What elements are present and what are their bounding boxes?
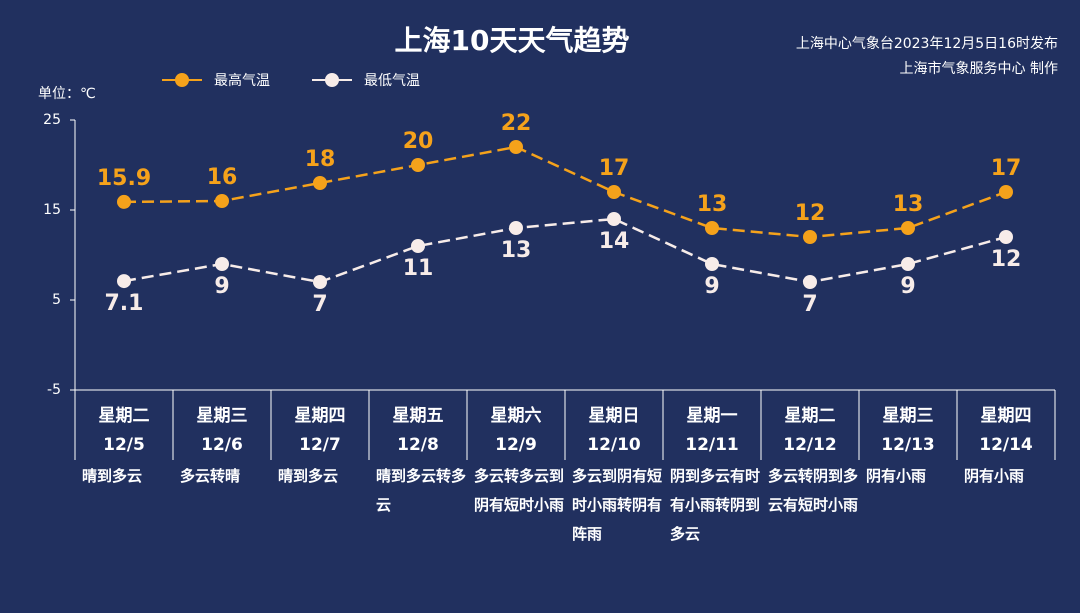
weekday-label: 星期六 bbox=[491, 405, 542, 426]
point bbox=[117, 274, 131, 289]
weather-text: 阴有小雨 bbox=[964, 467, 1025, 485]
weekday-label: 星期日 bbox=[589, 406, 640, 426]
data-label: 7.1 bbox=[105, 291, 144, 316]
y-tick-label: -5 bbox=[47, 382, 61, 398]
y-tick-label: 15 bbox=[43, 202, 61, 218]
data-label: 9 bbox=[704, 274, 719, 299]
series-line bbox=[123, 145, 1007, 239]
weather-text: 阴到多云有时有小雨转阴到多云 bbox=[670, 467, 761, 543]
x-tick-label: 12/10 bbox=[587, 435, 641, 455]
point bbox=[411, 239, 425, 253]
data-label: 7 bbox=[802, 292, 817, 317]
weekday-label: 星期四 bbox=[295, 406, 346, 426]
data-label: 16 bbox=[207, 165, 238, 190]
point bbox=[803, 275, 817, 289]
point bbox=[509, 140, 523, 154]
weather-text: 阴有小雨 bbox=[866, 467, 927, 485]
x-tick-label: 12/13 bbox=[881, 435, 935, 455]
weather-text: 晴到多云转多云 bbox=[376, 467, 467, 514]
y-tick-label: 5 bbox=[52, 292, 61, 308]
weather-text: 晴到多云 bbox=[82, 467, 143, 485]
data-label: 17 bbox=[599, 156, 630, 181]
weather-text: 多云到阴有短时小雨转阴有阵雨 bbox=[572, 467, 663, 543]
x-tick-label: 12/14 bbox=[979, 435, 1033, 455]
weekday-label: 星期五 bbox=[393, 406, 444, 426]
point bbox=[999, 185, 1013, 199]
weekday-label: 星期一 bbox=[687, 406, 738, 426]
point bbox=[313, 176, 327, 190]
note: 上海市气象服务中心 制作 bbox=[900, 60, 1058, 77]
legend-label: 最低气温 bbox=[364, 73, 420, 89]
weekday-label: 星期二 bbox=[99, 406, 150, 426]
weather-text: 多云转晴 bbox=[180, 467, 241, 485]
weather-text: 多云转阴到多云有短时小雨 bbox=[768, 467, 859, 514]
point bbox=[215, 194, 229, 208]
data-label: 18 bbox=[305, 147, 336, 172]
data-label: 22 bbox=[501, 111, 532, 136]
point bbox=[313, 275, 327, 289]
y-axis-label: 单位：℃ bbox=[38, 86, 96, 102]
point bbox=[705, 221, 719, 235]
weekday-label: 星期二 bbox=[785, 406, 836, 426]
series-line bbox=[123, 217, 1007, 284]
x-tick-label: 12/8 bbox=[397, 435, 439, 455]
data-label: 9 bbox=[900, 274, 915, 299]
data-label: 9 bbox=[214, 274, 229, 299]
data-label: 20 bbox=[403, 129, 434, 154]
x-tick-label: 12/5 bbox=[103, 435, 145, 455]
note: 上海中心气象台2023年12月5日16时发布 bbox=[796, 36, 1058, 52]
weather-text: 晴到多云 bbox=[278, 467, 339, 485]
legend-marker bbox=[325, 73, 339, 87]
weekday-label: 星期四 bbox=[981, 406, 1032, 426]
x-tick-label: 12/9 bbox=[495, 435, 537, 455]
data-label: 12 bbox=[991, 247, 1022, 272]
x-tick-label: 12/11 bbox=[685, 435, 739, 455]
data-label: 13 bbox=[893, 192, 924, 217]
data-label: 7 bbox=[312, 292, 327, 317]
point bbox=[999, 230, 1013, 244]
x-tick-label: 12/7 bbox=[299, 435, 341, 455]
point bbox=[607, 212, 621, 226]
x-tick-label: 12/6 bbox=[201, 435, 243, 455]
point bbox=[215, 257, 229, 271]
data-label: 12 bbox=[795, 201, 826, 226]
weekday-label: 星期三 bbox=[883, 406, 934, 426]
point bbox=[901, 221, 915, 235]
point bbox=[803, 230, 817, 244]
point bbox=[705, 257, 719, 271]
point bbox=[901, 257, 915, 271]
point bbox=[411, 158, 425, 172]
weather-text: 多云转多云到阴有短时小雨 bbox=[474, 467, 565, 514]
point bbox=[607, 185, 621, 199]
data-label: 17 bbox=[991, 156, 1022, 181]
data-label: 13 bbox=[501, 238, 532, 263]
x-tick-label: 12/12 bbox=[783, 435, 837, 455]
y-tick-label: 25 bbox=[43, 112, 61, 128]
legend-label: 最高气温 bbox=[214, 72, 270, 89]
weekday-label: 星期三 bbox=[197, 406, 248, 426]
data-label: 11 bbox=[403, 256, 434, 281]
legend-marker bbox=[175, 73, 189, 87]
point bbox=[509, 221, 523, 235]
point bbox=[117, 194, 131, 209]
data-label: 13 bbox=[697, 192, 728, 217]
chart-title: 上海10天天气趋势 bbox=[395, 24, 630, 57]
data-label: 15.9 bbox=[97, 166, 151, 191]
data-label: 14 bbox=[599, 229, 630, 254]
